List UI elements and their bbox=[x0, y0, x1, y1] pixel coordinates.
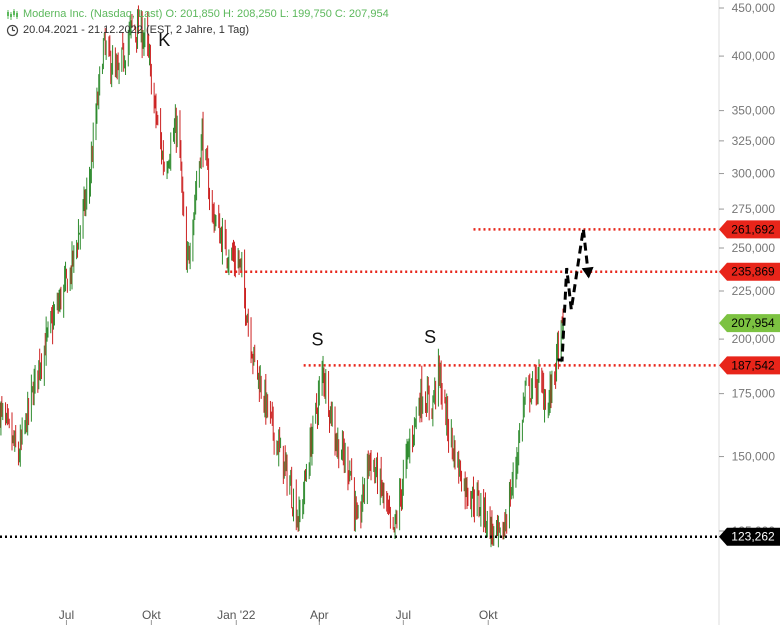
annotation-label: S bbox=[311, 329, 323, 349]
y-tick-label: 275,000 bbox=[732, 202, 776, 216]
y-tick-label: 350,000 bbox=[732, 104, 776, 118]
y-tick-label: 450,000 bbox=[732, 1, 776, 15]
y-tick-label: 250,000 bbox=[732, 241, 776, 255]
y-tick-label: 175,000 bbox=[732, 387, 776, 401]
clock-icon bbox=[6, 24, 19, 36]
price-badges: 261,692 235,869 187,542 123,262 207,954 bbox=[719, 220, 780, 546]
header-title-row: Moderna Inc. (Nasdaq, Last) O: 201,850 H… bbox=[6, 6, 389, 22]
header-instrument-info: Moderna Inc. (Nasdaq, Last) O: 201,850 H… bbox=[23, 8, 389, 20]
level-badge-text: 187,542 bbox=[731, 358, 775, 372]
y-tick-label: 400,000 bbox=[732, 49, 776, 63]
current-price-badge bbox=[719, 314, 780, 333]
current-price-badge-text: 207,954 bbox=[731, 316, 775, 330]
x-tick-label: Jan '22 bbox=[217, 608, 256, 622]
x-tick-label: Jul bbox=[59, 608, 74, 622]
level-badge bbox=[719, 220, 780, 239]
projection-path bbox=[557, 228, 591, 362]
chart-header: Moderna Inc. (Nasdaq, Last) O: 201,850 H… bbox=[6, 6, 389, 38]
level-badge bbox=[719, 527, 780, 546]
y-tick-label: 325,000 bbox=[732, 134, 776, 148]
chart-type-icon[interactable] bbox=[6, 8, 19, 21]
annotation-label: S bbox=[424, 327, 436, 347]
annotation-label: K bbox=[158, 30, 170, 50]
x-tick-label: Okt bbox=[142, 608, 161, 622]
level-badge-text: 235,869 bbox=[731, 265, 775, 279]
annotations: K S S bbox=[158, 30, 436, 349]
x-tick-label: Jul bbox=[396, 608, 411, 622]
y-tick-label: 300,000 bbox=[732, 167, 776, 181]
level-badge-text: 261,692 bbox=[731, 222, 775, 236]
y-tick-label: 225,000 bbox=[732, 284, 776, 298]
x-axis: Jul Okt Jan '22 Apr Jul Okt bbox=[59, 608, 498, 625]
header-range-row: 20.04.2021 - 21.12.2022 (EST, 2 Jahre, 1… bbox=[6, 22, 389, 38]
projection-arrowhead bbox=[581, 266, 594, 279]
header-date-range: 20.04.2021 - 21.12.2022 (EST, 2 Jahre, 1… bbox=[23, 24, 250, 36]
projection-arrow bbox=[557, 228, 594, 362]
x-tick-label: Apr bbox=[310, 608, 329, 622]
y-tick-label: 200,000 bbox=[732, 332, 776, 346]
y-tick-label: 150,000 bbox=[732, 450, 776, 464]
horizontal-levels bbox=[0, 228, 719, 538]
level-badge bbox=[719, 262, 780, 281]
candlesticks bbox=[0, 5, 564, 548]
x-tick-label: Okt bbox=[479, 608, 498, 622]
level-badge bbox=[719, 356, 780, 375]
level-badge-text: 123,262 bbox=[731, 530, 775, 544]
